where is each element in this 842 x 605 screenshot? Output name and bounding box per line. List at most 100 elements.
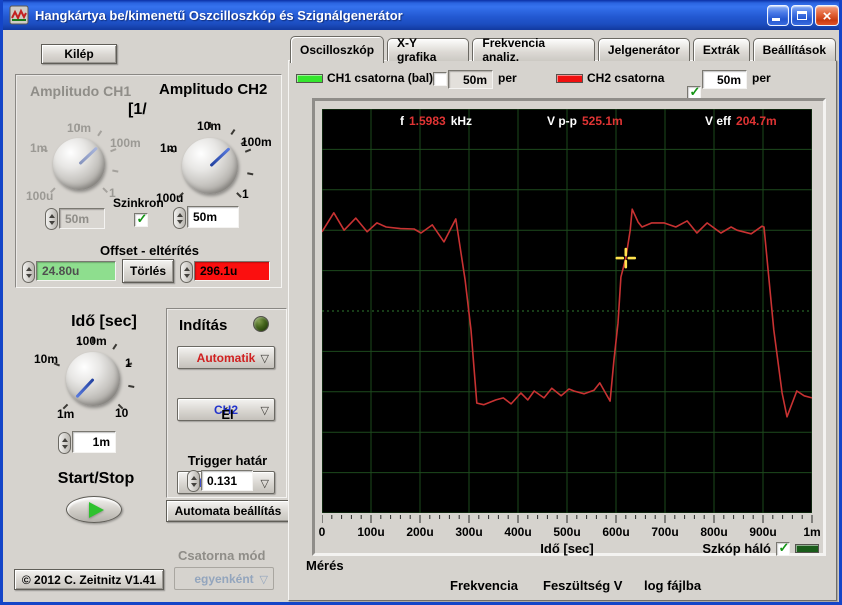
spinner-up-icon [183,264,190,271]
knob-tick [128,384,135,388]
scope-grid-checkbox[interactable] [776,540,791,556]
knob-label: 1m [30,141,48,155]
offset-ch1-spinner[interactable] [22,261,35,283]
ch1-color-swatch [296,74,323,83]
channel-mode-dropdown[interactable]: egyenként ▽ [174,567,274,590]
knob-tick [102,187,108,193]
x-axis-label: 300u [455,525,483,539]
veff-readout: V eff 204.7m [705,114,777,128]
x-axis-label: 500u [553,525,581,539]
knob-tick [230,128,236,136]
amplitude-unit-prefix: [1/ [128,101,147,118]
amplitude-ch2-spinner[interactable] [173,207,186,229]
tab-frequency-analysis[interactable]: Frekvencia analiz. [472,36,595,64]
knob-tick [78,124,80,130]
knob-label: 1 [125,356,132,370]
amplitude-ch2-title: Amplitudo CH2 [159,81,268,98]
spinner-up-icon [25,264,32,271]
spinner-up-icon [48,211,55,218]
spinner-up-icon [190,473,197,480]
exit-button[interactable]: Kilép [41,44,117,64]
oscilloscope-panel: CH1 csatorna (bal) 50m per CH2 csatorna … [288,60,837,601]
scope-frame: f 1.5983 kHz V p-p 525.1m V eff 204.7m 0… [312,98,826,556]
amplitude-ch1-value[interactable]: 50m [59,208,105,229]
scope-display[interactable]: f 1.5983 kHz V p-p 525.1m V eff 204.7m [321,108,813,514]
frequency-checkbox-label: Frekvencia [450,578,518,593]
spinner-down-icon [61,444,68,452]
knob-tick [247,172,254,176]
log-file-checkbox-label: log fájlba [644,578,702,593]
amplitude-ch1-spinner[interactable] [45,208,58,230]
trigger-threshold-label: Trigger határ [187,453,268,468]
knob-tick [236,192,242,198]
trigger-channel-dropdown[interactable]: CH2 ▽ [177,398,275,421]
startstop-label: Start/Stop [57,470,135,487]
trigger-title: Indítás [179,317,228,334]
knob-label: 10m [197,119,222,133]
amplitude-ch1-title: Amplitudo CH1 [30,83,132,99]
close-button[interactable]: × [815,4,839,26]
x-axis-label: 800u [700,525,728,539]
trigger-mode-dropdown[interactable]: Automatik ▽ [177,346,275,369]
amplitude-ch2-knob[interactable]: 10m 1m 100m 100u 1 [156,115,286,225]
channel-mode-value: egyenként [194,571,254,586]
auto-setup-button[interactable]: Automata beállítás [166,500,290,522]
tab-settings[interactable]: Beállítások [752,38,836,61]
x-axis-title: Idő [sec] [540,541,594,556]
dropdown-arrow-icon: ▽ [260,477,269,490]
trigger-groupbox: Indítás Automatik ▽ CH2 ▽ Él Felfutó él … [166,308,287,498]
app-icon [9,5,29,25]
ch1-label: CH1 csatorna (bal) [327,71,434,85]
ch1-enable-checkbox[interactable] [433,72,447,86]
ch2-enable-checkbox[interactable] [687,84,702,100]
knob-tick [92,337,94,343]
title-bar: Hangkártya be/kimenetű Oszcilloszkóp és … [3,0,839,30]
knob-label: 100m [241,135,272,149]
trigger-channel-value: CH2 [213,402,238,417]
tab-oscilloscope[interactable]: Oscilloszkóp [290,36,385,63]
time-value[interactable]: 1m [72,431,116,453]
dropdown-arrow-icon: ▽ [259,573,268,586]
sync-checkbox[interactable] [134,211,149,227]
copyright-label: © 2012 C. Zeitnitz V1.41 [14,569,164,590]
maximize-button[interactable] [791,4,813,26]
x-axis-label: 900u [749,525,777,539]
offset-clear-button[interactable]: Törlés [122,259,174,283]
dropdown-arrow-icon: ▽ [260,404,269,417]
spinner-down-icon [183,273,190,281]
tab-extras[interactable]: Extrák [692,38,750,61]
offset-ch2-spinner[interactable] [180,261,193,283]
trigger-threshold-value[interactable]: 0.131 [201,470,253,491]
tab-signal-generator[interactable]: Jelgenerátor [597,38,690,61]
amplitude-ch1-knob[interactable]: 10m 1m 100m 100u 1 [26,119,159,224]
amplitude-ch2-value[interactable]: 50m [187,206,239,228]
ch1-scale-field[interactable]: 50m [448,70,493,89]
spinner-down-icon [48,220,55,228]
time-knob[interactable]: 100m 10m 1 1m 10 [31,330,161,442]
spinner-down-icon [190,482,197,490]
ch2-scale-field[interactable]: 50m [702,70,747,89]
play-icon [88,501,104,518]
time-title: Idő [sec] [71,313,137,330]
channel-mode-label: Csatorna mód [178,548,266,563]
startstop-button[interactable] [66,496,122,523]
time-spinner[interactable] [58,432,71,454]
x-axis-label: 700u [651,525,679,539]
knob-tick [112,169,119,173]
spinner-down-icon [25,273,32,281]
maximize-icon [797,10,807,20]
offset-ch2-value: 296.1u [194,261,270,281]
spinner-up-icon [176,210,183,217]
measure-title: Mérés [306,558,344,573]
trigger-threshold-spinner[interactable] [187,470,200,492]
scope-grid-color-swatch [795,544,819,553]
ch2-color-swatch [556,74,583,83]
knob-label: 100m [110,136,141,150]
tab-xy-graph[interactable]: X-Y grafika [387,36,470,64]
vpp-readout: V p-p 525.1m [547,114,623,128]
minimize-button[interactable] [767,4,789,26]
x-axis-ticks [322,515,813,523]
main-content: Kilép Amplitudo CH1 Amplitudo CH2 [1/ 10… [6,30,837,601]
knob-label: 10m [67,121,92,135]
